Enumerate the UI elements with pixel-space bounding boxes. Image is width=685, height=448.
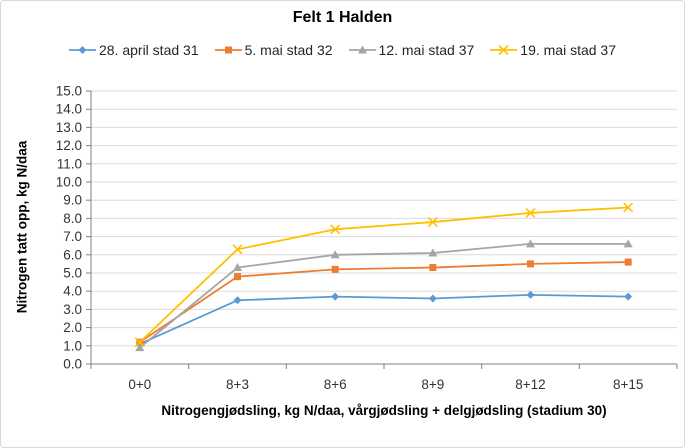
y-tick-label: 10.0 <box>56 175 82 190</box>
legend-label: 19. mai stad 37 <box>520 42 617 58</box>
x-tick-label: 8+6 <box>324 377 347 392</box>
marker-square-icon <box>624 258 632 266</box>
x-tick-label: 8+9 <box>421 377 444 392</box>
marker-diamond-icon <box>233 296 242 305</box>
marker-x-icon <box>330 224 340 235</box>
y-tick-label: 9.0 <box>63 193 82 208</box>
legend-label: 5. mai stad 32 <box>244 42 333 58</box>
legend: 28. april stad 31 5. mai stad 32 12. mai s… <box>1 42 684 58</box>
marker-square-icon <box>224 46 232 54</box>
marker-square-icon <box>234 273 241 281</box>
y-tick-label: 5.0 <box>63 266 82 281</box>
marker-triangle-icon <box>526 239 535 248</box>
legend-label: 12. mai stad 37 <box>378 42 475 58</box>
marker-triangle-icon <box>357 45 367 54</box>
marker-triangle-icon <box>330 250 340 259</box>
series-line-3 <box>139 242 629 349</box>
marker-diamond-icon <box>331 292 340 301</box>
marker-diamond-icon <box>624 292 633 301</box>
marker-diamond-icon <box>78 46 87 54</box>
x-tick-label: 8+15 <box>613 377 643 392</box>
marker-square-icon <box>429 264 437 272</box>
y-tick-label: 2.0 <box>63 320 82 335</box>
marker-diamond-icon <box>526 290 535 299</box>
marker-x-icon <box>525 208 536 218</box>
y-tick-label: 7.0 <box>63 229 82 244</box>
y-tick-label: 13.0 <box>56 120 82 135</box>
y-tick-label: 6.0 <box>63 247 82 262</box>
marker-diamond-icon <box>428 294 437 303</box>
y-tick-label: 3.0 <box>63 302 82 317</box>
y-tick-label: 8.0 <box>63 211 82 226</box>
legend-triangle-marker-icon <box>348 45 376 54</box>
legend-x-marker-icon <box>490 45 518 55</box>
legend-item-3: 12. mai stad 37 <box>348 42 475 58</box>
chart-title: Felt 1 Halden <box>292 9 393 26</box>
x-tick-label: 0+0 <box>128 377 151 392</box>
legend-item-2: 5. mai stad 32 <box>214 42 333 58</box>
series-line-4 <box>139 206 629 343</box>
x-axis-title: Nitrogengjødsling, kg N/daa, vårgjødslin… <box>161 403 607 418</box>
series-line-1 <box>139 293 629 345</box>
legend-item-4: 19. mai stad 37 <box>490 42 616 58</box>
marker-x-icon <box>135 337 145 347</box>
marker-square-icon <box>331 265 339 273</box>
y-axis-title: Nitrogen tatt opp, kg N/daa <box>14 140 30 314</box>
marker-square-icon <box>527 260 534 268</box>
y-tick-label: 11.0 <box>57 156 82 171</box>
series-line-2 <box>139 261 629 343</box>
y-tick-label: 1.0 <box>63 338 82 353</box>
marker-triangle-icon <box>135 343 145 352</box>
x-tick-label: 8+3 <box>226 377 249 392</box>
y-tick-label: 14.0 <box>56 102 82 117</box>
marker-triangle-icon <box>233 263 242 272</box>
legend-square-marker-icon <box>214 46 242 54</box>
y-tick-label: 4.0 <box>63 284 82 299</box>
marker-triangle-icon <box>428 248 438 257</box>
legend-label: 28. april stad 31 <box>98 42 199 58</box>
y-tick-label: 0.0 <box>63 357 82 372</box>
legend-diamond-marker-icon <box>68 46 96 54</box>
marker-x-icon <box>232 244 243 255</box>
marker-x-icon <box>498 45 509 55</box>
legend-item-1: 28. april stad 31 <box>68 42 199 58</box>
marker-x-icon <box>428 217 438 227</box>
marker-x-icon <box>623 202 633 213</box>
y-tick-label: 15.0 <box>56 84 82 99</box>
marker-triangle-icon <box>623 239 633 248</box>
y-tick-label: 12.0 <box>56 138 82 153</box>
x-tick-label: 8+12 <box>515 377 545 392</box>
